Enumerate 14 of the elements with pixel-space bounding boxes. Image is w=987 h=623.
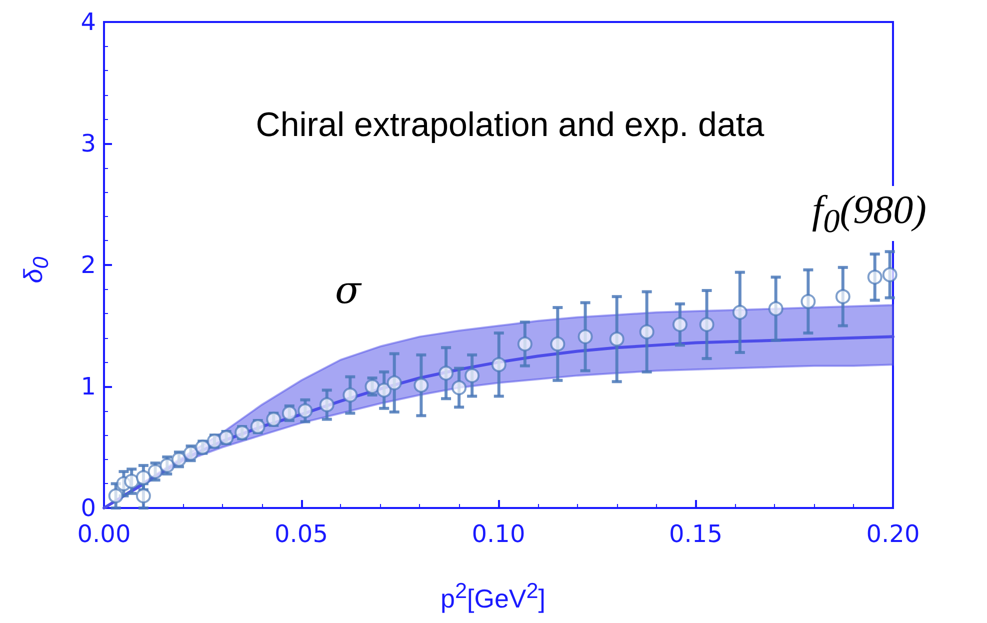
y-tick-label: 2	[80, 251, 96, 279]
x-tick-label: 0.05	[274, 520, 328, 548]
y-tick-label: 3	[80, 130, 96, 158]
y-tick-label: 1	[80, 372, 96, 400]
x-tick-label: 0.20	[866, 520, 920, 548]
y-tick-label: 4	[80, 8, 96, 36]
y-tick-label: 0	[80, 494, 96, 522]
annotation: Chiral extrapolation and exp. data	[256, 106, 764, 145]
x-axis-title: p$^{2}$[GeV$^{2}$]	[440, 578, 546, 615]
annotation: f$_{0}$(980)	[812, 186, 926, 241]
x-tick-label: 0.10	[472, 520, 526, 548]
annotation: σ	[335, 268, 361, 312]
x-tick-label: 0.15	[669, 520, 722, 548]
x-tick-label: 0.00	[77, 520, 131, 548]
